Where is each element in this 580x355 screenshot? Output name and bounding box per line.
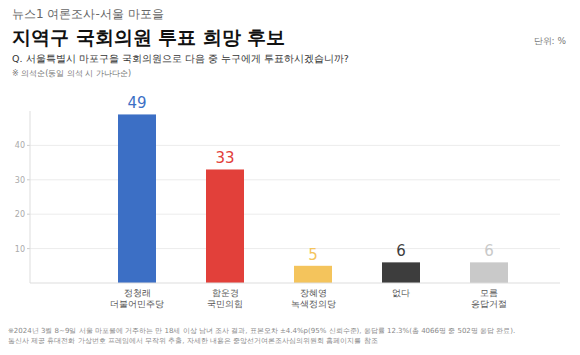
grid-line — [30, 214, 560, 215]
y-tick-label: 30 — [15, 176, 25, 185]
chart: 뉴스1 여론조사-서울 마포을지역구 국회의원 투표 희망 후보 단위: % Q. … — [0, 0, 580, 355]
y-tick-label: 20 — [15, 210, 25, 219]
y-axis — [30, 111, 31, 283]
x-tick-label: 함운경국민의힘 — [207, 288, 243, 309]
baseline — [30, 283, 560, 284]
bar — [470, 262, 508, 283]
title: 지역구 국회의원 투표 희망 후보 — [12, 26, 285, 48]
data-label: 5 — [308, 246, 318, 264]
y-tick-label: 40 — [15, 141, 25, 150]
bar — [294, 266, 332, 283]
x-tick-label: 모름응답거절 — [471, 288, 507, 309]
data-label: 6 — [396, 242, 406, 260]
grid-line — [30, 248, 560, 249]
x-tick-label: 장혜영녹색정의당 — [291, 288, 336, 309]
grid-line — [30, 145, 560, 146]
background — [0, 0, 580, 355]
x-tick-label: 없다 — [392, 288, 410, 298]
bar — [206, 169, 244, 283]
bar — [382, 262, 420, 283]
footnote: ※2024년 3월 8~9일 서울 마포을에 거주하는 만 18세 이상 남녀 … — [8, 327, 515, 335]
data-label: 49 — [127, 94, 146, 112]
unit-label: 단위: % — [534, 36, 567, 46]
note: ※ 의석순(동일 의석 시 가나다순) — [12, 69, 131, 78]
x-tick-label: 정청래더불어민주당 — [110, 288, 164, 309]
question: Q. 서울특별시 마포구을 국회의원으로 다음 중 누구에게 투표하시겠습니까? — [12, 53, 349, 64]
bar — [118, 114, 156, 283]
bars — [118, 114, 508, 283]
data-label: 6 — [484, 242, 494, 260]
grid-line — [30, 179, 560, 180]
footnote: 통신사 제공 휴대전화 가상번호 프레임에서 무작위 추출, 자세한 내용은 중… — [8, 337, 378, 345]
subtitle: 뉴스1 여론조사-서울 마포을 — [12, 7, 164, 21]
data-label: 33 — [215, 149, 234, 167]
y-tick-label: 10 — [15, 245, 25, 254]
grid — [27, 145, 560, 248]
